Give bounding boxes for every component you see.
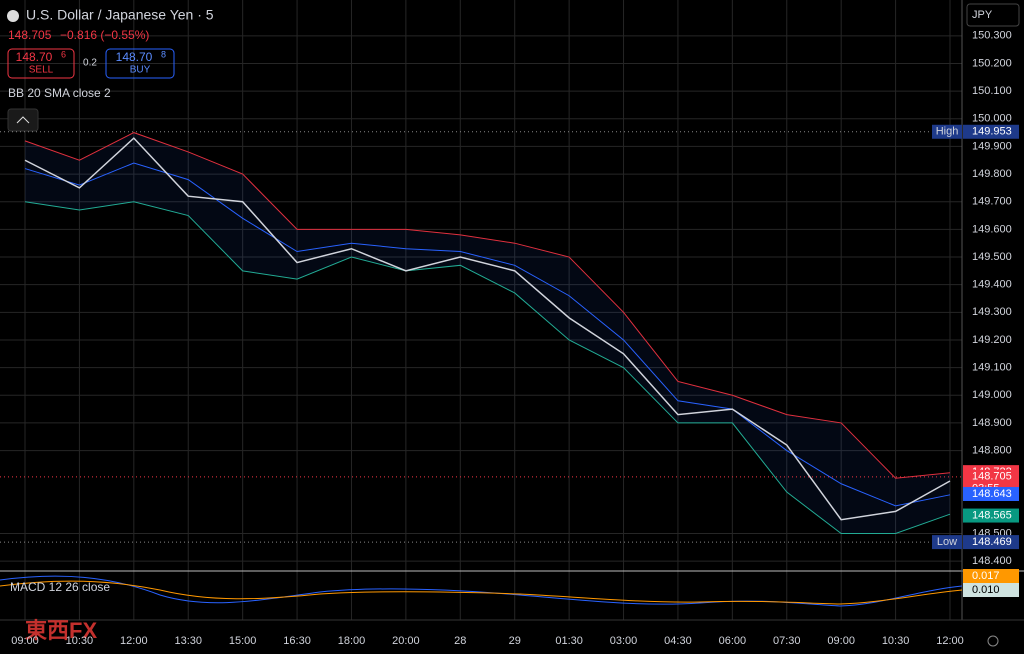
price-label: 148.565 [972, 509, 1012, 521]
flag-icon [7, 10, 19, 22]
sell-label[interactable]: SELL [29, 65, 54, 76]
buy-price[interactable]: 148.70 [116, 50, 153, 64]
x-tick-label: 18:00 [338, 635, 366, 647]
indicator-label: BB 20 SMA close 2 [8, 86, 111, 100]
x-tick-label: 09:00 [827, 635, 855, 647]
x-tick-label: 12:00 [936, 635, 964, 647]
collapse-icon[interactable] [16, 116, 30, 124]
y-tick-label: 148.800 [972, 444, 1012, 456]
y-tick-label: 149.000 [972, 389, 1012, 401]
x-tick-label: 04:30 [664, 635, 692, 647]
price-label: 148.469 [972, 536, 1012, 548]
y-tick-label: 150.300 [972, 30, 1012, 42]
sell-button[interactable] [7, 48, 75, 79]
price-label-box [963, 508, 1019, 523]
macd-line [0, 575, 963, 607]
series-line [24, 132, 951, 479]
spread: 0.2 [83, 58, 97, 69]
level-name: Low [937, 536, 957, 548]
x-tick-label: 10:30 [882, 635, 910, 647]
level-name-box [932, 124, 962, 139]
x-tick-label: 20:00 [392, 635, 420, 647]
level-name: High [936, 126, 959, 138]
signal-line [0, 580, 963, 605]
y-tick-label: 149.300 [972, 306, 1012, 318]
price-label: 148.705 [972, 471, 1012, 483]
series-line [24, 137, 951, 521]
y-tick-label: 149.700 [972, 196, 1012, 208]
y-tick-label: 150.200 [972, 57, 1012, 69]
y-tick-label: 150.000 [972, 113, 1012, 125]
sell-sup[interactable]: 6 [61, 49, 66, 59]
y-tick-label: 149.100 [972, 362, 1012, 374]
y-tick-label: 149.900 [972, 140, 1012, 152]
series-line [24, 162, 951, 507]
change: −0.816 (−0.55%) [60, 28, 149, 42]
x-tick-label: 15:00 [229, 635, 257, 647]
y-tick-label: 149.200 [972, 334, 1012, 346]
x-tick-label: 10:30 [66, 635, 94, 647]
currency[interactable]: JPY [972, 9, 993, 21]
y-tick-label: 148.400 [972, 555, 1012, 567]
macd-value-box [963, 569, 1019, 583]
settings-icon[interactable] [987, 635, 999, 647]
x-tick-label: 06:00 [719, 635, 747, 647]
collapse-button[interactable] [7, 108, 39, 132]
x-tick-label: 12:00 [120, 635, 148, 647]
x-tick-label: 13:30 [174, 635, 202, 647]
x-tick-label: 28 [454, 635, 466, 647]
y-tick-label: 149.400 [972, 279, 1012, 291]
price-label-box [963, 486, 1019, 501]
sell-price[interactable]: 148.70 [16, 50, 53, 64]
x-tick-label: 03:00 [610, 635, 638, 647]
price-label-box [963, 535, 1019, 550]
price-label: 148.643 [972, 488, 1012, 500]
x-tick-label: 01:30 [555, 635, 583, 647]
buy-sup[interactable]: 8 [161, 49, 166, 59]
y-tick-label: 149.500 [972, 251, 1012, 263]
y-tick-label: 149.600 [972, 223, 1012, 235]
y-tick-label: 148.900 [972, 417, 1012, 429]
title: U.S. Dollar / Japanese Yen · 5 [26, 7, 214, 23]
last-price: 148.705 [8, 28, 52, 42]
x-tick-label: 29 [509, 635, 521, 647]
watermark: 東西FX [25, 618, 97, 643]
y-tick-label: 150.100 [972, 85, 1012, 97]
level-name-box [932, 535, 962, 550]
x-tick-label: 09:00 [11, 635, 39, 647]
currency-box[interactable] [966, 3, 1020, 27]
macd-label: MACD 12 26 close [10, 580, 110, 594]
x-tick-label: 07:30 [773, 635, 801, 647]
macd-value-box [963, 583, 1019, 597]
grid [0, 0, 962, 620]
buy-label[interactable]: BUY [130, 65, 151, 76]
buy-button[interactable] [105, 48, 175, 79]
macd-value: 0.017 [972, 570, 1000, 582]
series-line [24, 201, 951, 535]
macd-value: 0.010 [972, 584, 1000, 596]
x-tick-label: 16:30 [283, 635, 311, 647]
price-label-box [963, 124, 1019, 139]
plot [24, 132, 951, 535]
y-tick-label: 149.800 [972, 168, 1012, 180]
band-fill [25, 132, 950, 534]
price-label: 149.953 [972, 126, 1012, 138]
